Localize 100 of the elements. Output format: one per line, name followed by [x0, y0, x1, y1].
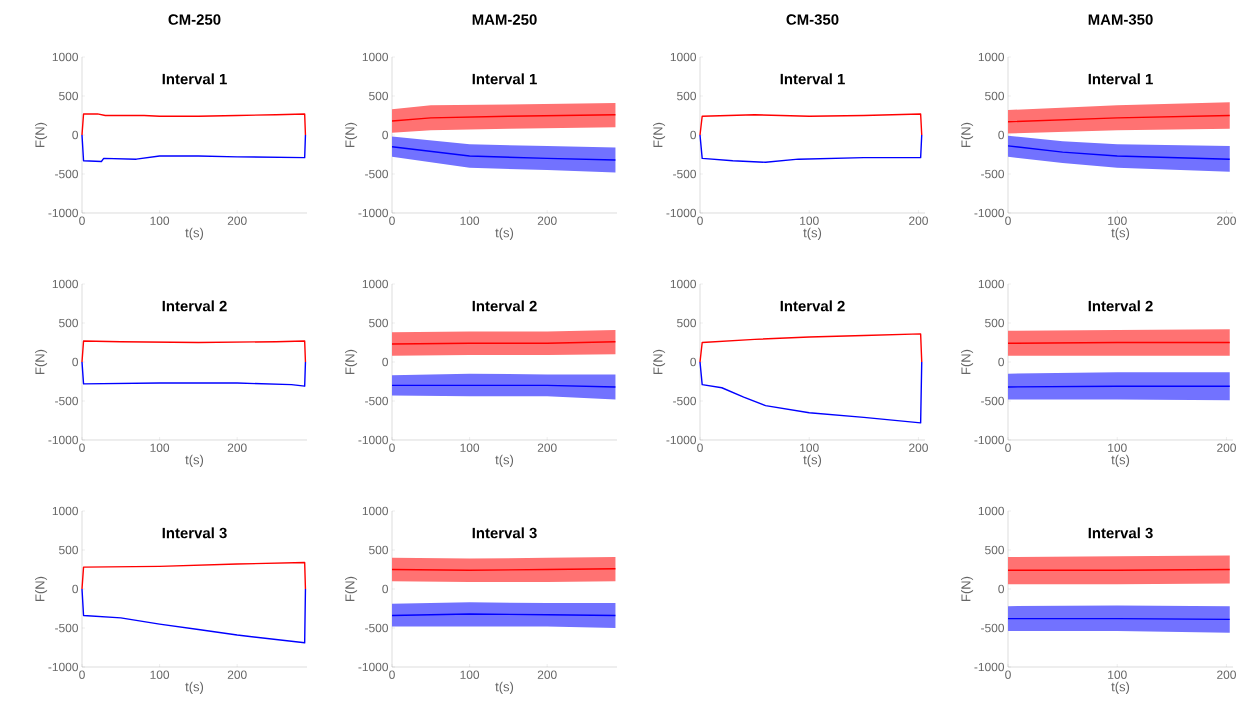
y-tick-label: -1000	[358, 662, 389, 672]
line-series	[81, 361, 307, 387]
y-tick-label: -500	[55, 169, 79, 179]
y-tick-label: -500	[55, 396, 79, 406]
y-tick-label: 500	[677, 318, 697, 328]
chart-title: CM-350	[786, 14, 839, 25]
text: Interval 2	[472, 300, 537, 312]
y-axis-title: F(N)	[961, 576, 974, 601]
y-axis-title: F(N)	[961, 122, 974, 147]
y-tick-label: 0	[72, 584, 79, 594]
x-tick-label: 0	[389, 670, 395, 679]
x-tick-label: 100	[150, 216, 170, 225]
text: Interval 2	[780, 300, 845, 312]
y-tick-label: -500	[981, 623, 1005, 633]
line-series	[81, 113, 307, 136]
text: Interval 2	[1088, 300, 1153, 312]
y-tick-label: -1000	[48, 208, 79, 218]
line-series	[391, 114, 617, 122]
y-tick-label: 1000	[362, 52, 389, 62]
y-tick-label: 500	[985, 545, 1005, 555]
x-axis-title: t(s)	[1111, 681, 1130, 694]
text: Interval 3	[1088, 527, 1153, 539]
y-tick-label: -1000	[974, 662, 1005, 672]
y-axis-title: F(N)	[34, 122, 48, 147]
y-tick-label: -500	[673, 169, 697, 179]
y-tick-label: -1000	[974, 435, 1005, 445]
x-axis-title: t(s)	[495, 454, 514, 467]
y-tick-label: -1000	[358, 208, 389, 218]
line-series	[81, 340, 307, 363]
y-tick-label: 500	[59, 545, 79, 555]
y-tick-label: -500	[673, 396, 697, 406]
y-tick-label: 1000	[978, 52, 1005, 62]
y-tick-label: 1000	[52, 506, 79, 516]
y-tick-label: 0	[72, 130, 79, 140]
x-tick-label: 100	[1108, 670, 1127, 679]
line-series	[81, 588, 307, 644]
x-tick-label: 100	[460, 443, 480, 452]
y-tick-label: -1000	[666, 208, 697, 218]
y-tick-label: -500	[365, 169, 389, 179]
y-axis-title: F(N)	[961, 349, 974, 374]
y-tick-label: 1000	[670, 52, 697, 62]
y-tick-label: 500	[369, 91, 389, 101]
x-tick-label: 0	[389, 443, 395, 452]
x-tick-label: 200	[1217, 670, 1236, 679]
chart-title: CM-250	[168, 14, 221, 25]
y-tick-label: 500	[985, 318, 1005, 328]
x-tick-label: 100	[1108, 443, 1127, 452]
y-tick-label: 0	[382, 357, 389, 367]
line-series	[1007, 145, 1231, 160]
y-tick-label: 1000	[362, 279, 389, 289]
line-series	[391, 146, 617, 161]
y-tick-label: -1000	[48, 662, 79, 672]
x-tick-label: 0	[79, 443, 85, 452]
y-tick-label: 0	[382, 584, 389, 594]
y-tick-label: 500	[369, 318, 389, 328]
x-tick-label: 200	[227, 443, 247, 452]
x-tick-label: 0	[79, 216, 85, 225]
line-series	[81, 134, 307, 163]
text: Interval 1	[1088, 73, 1153, 85]
y-tick-label: 1000	[52, 52, 79, 62]
x-tick-label: 200	[909, 443, 928, 452]
x-axis-title: t(s)	[185, 681, 204, 694]
x-tick-label: 0	[1005, 216, 1011, 225]
line-series	[81, 561, 307, 590]
line-series	[699, 361, 923, 424]
y-axis-title: F(N)	[34, 349, 48, 374]
y-tick-label: -500	[55, 623, 79, 633]
x-tick-label: 0	[1005, 443, 1011, 452]
text: Interval 3	[162, 527, 227, 539]
y-tick-label: 1000	[52, 279, 79, 289]
y-tick-label: 0	[72, 357, 79, 367]
chart-title: MAM-250	[472, 14, 537, 25]
x-tick-label: 200	[227, 670, 247, 679]
y-axis-title: F(N)	[345, 122, 358, 147]
text: Interval 1	[780, 73, 845, 85]
chart-title: MAM-350	[1088, 14, 1153, 25]
y-tick-label: 1000	[362, 506, 389, 516]
x-tick-label: 100	[150, 670, 170, 679]
y-axis-title: F(N)	[345, 576, 358, 601]
y-axis-title: F(N)	[653, 349, 666, 374]
y-tick-label: 0	[998, 130, 1005, 140]
text: Interval 1	[472, 73, 537, 85]
y-tick-label: 500	[369, 545, 389, 555]
x-tick-label: 100	[800, 443, 819, 452]
x-axis-title: t(s)	[495, 681, 514, 694]
x-axis-title: t(s)	[185, 227, 204, 240]
y-tick-label: 1000	[670, 279, 697, 289]
y-tick-label: 500	[985, 91, 1005, 101]
y-tick-label: 0	[382, 130, 389, 140]
y-tick-label: -500	[981, 396, 1005, 406]
y-tick-label: -1000	[48, 435, 79, 445]
y-tick-label: 0	[690, 357, 697, 367]
y-axis-title: F(N)	[653, 122, 666, 147]
x-tick-label: 200	[537, 216, 557, 225]
x-tick-label: 0	[697, 216, 703, 225]
text: Interval 1	[162, 73, 227, 85]
text: Interval 2	[162, 300, 227, 312]
x-tick-label: 200	[1217, 443, 1236, 452]
x-axis-title: t(s)	[185, 454, 204, 467]
y-tick-label: 500	[59, 91, 79, 101]
